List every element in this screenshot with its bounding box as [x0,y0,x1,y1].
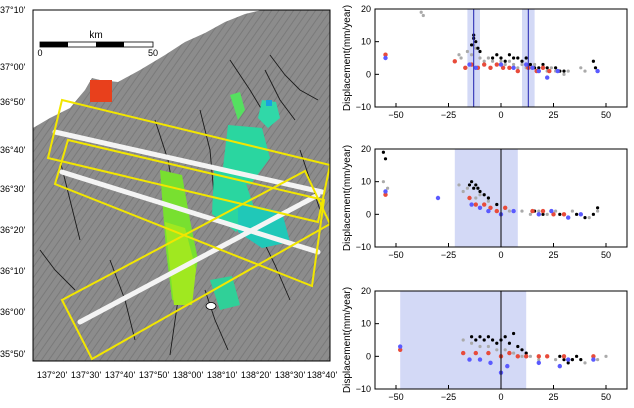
lon-label: 138°30' [275,370,306,380]
lat-label: 36°50' [0,97,26,107]
lat-label: 36°10' [0,266,26,276]
scale-bar: km 0 50 [37,30,158,58]
scale-unit: km [89,30,102,41]
lat-label: 36°40' [0,145,26,155]
scale-min: 0 [37,48,42,58]
lat-label: 37°00' [0,62,26,72]
lat-label: 37°10' [0,5,26,15]
lat-label: 36°30' [0,184,26,194]
lon-label: 138°10' [207,370,238,380]
lon-label: 137°50' [139,370,170,380]
lon-label: 137°40' [105,370,136,380]
lat-label: 36°00' [0,307,26,317]
scale-max: 50 [148,48,158,58]
lon-label: 137°30' [71,370,102,380]
lat-label: 35°50' [0,349,26,359]
fault-lines [39,54,321,356]
lon-label: 137°20' [37,370,68,380]
lon-label: 138°00' [173,370,204,380]
profile-lines [52,129,325,325]
lon-label: 138°20' [241,370,272,380]
swath-frames [46,98,330,361]
lat-label: 36°20' [0,225,26,235]
latitude-labels: 37°10' 37°00' 36°50' 36°40' 36°30' 36°20… [0,5,26,359]
red-patch [90,80,112,102]
longitude-labels: 137°20' 137°30' 137°40' 137°50' 138°00' … [37,370,338,380]
lon-label: 138°40' [307,370,338,380]
